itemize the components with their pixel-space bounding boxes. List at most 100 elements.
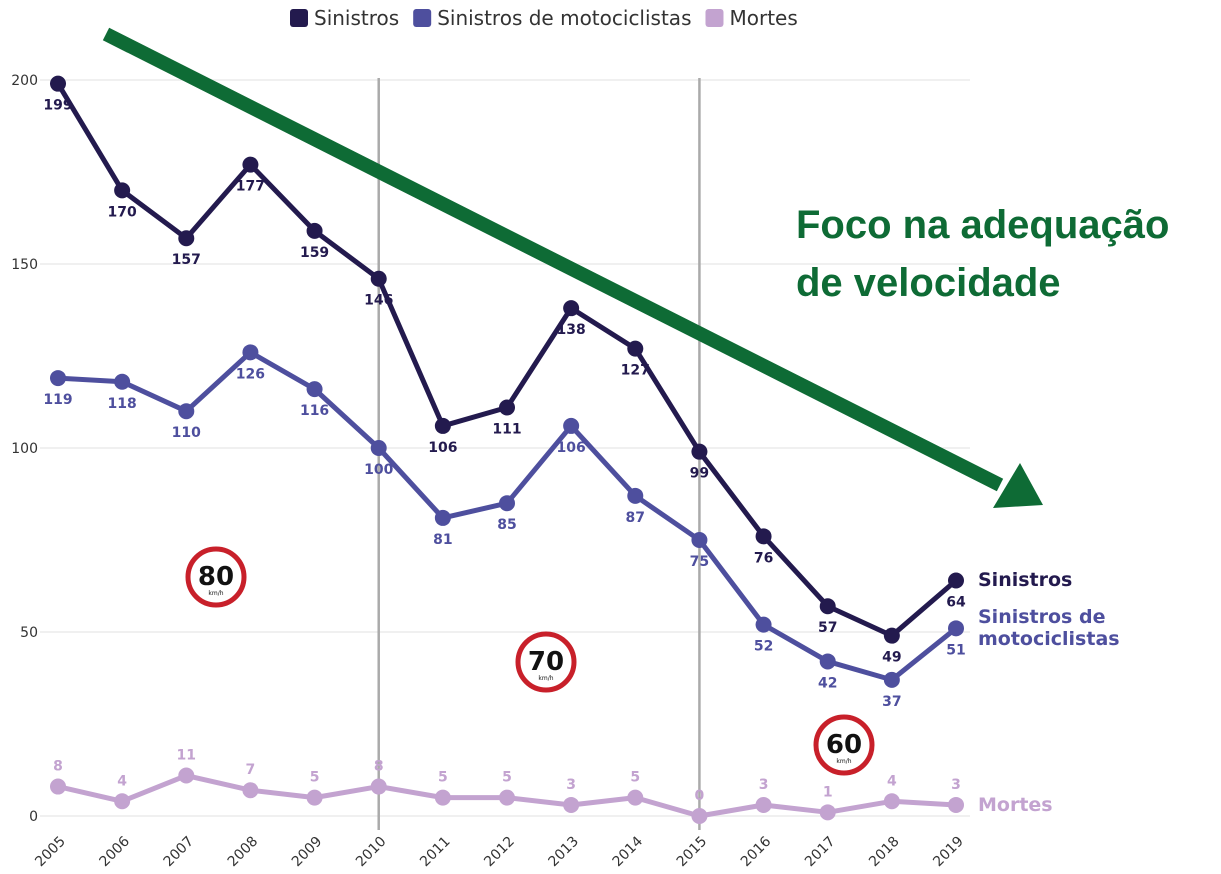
data-point (691, 532, 708, 548)
data-point (178, 230, 195, 247)
data-point (627, 487, 644, 504)
x-tick-label: 2019 (930, 834, 967, 871)
data-point (370, 270, 387, 287)
speed-sign-number: 80 (198, 562, 234, 592)
data-point (50, 75, 66, 92)
data-label: 0 (695, 788, 705, 804)
data-point (178, 403, 195, 420)
data-label: 87 (626, 510, 645, 526)
data-point (114, 373, 131, 390)
data-point (563, 796, 580, 813)
series-end-label: Mortes (978, 793, 1053, 816)
x-tick-label: 2007 (161, 834, 198, 871)
data-label: 3 (951, 777, 961, 793)
data-label: 5 (502, 770, 512, 786)
x-tick-label: 2016 (738, 833, 775, 870)
data-label: 5 (630, 770, 640, 786)
legend-label: Sinistros (314, 6, 399, 30)
data-label: 4 (887, 773, 897, 789)
annotation: Foco na adequação de velocidade (796, 203, 1170, 305)
trend-arrow (102, 27, 1004, 492)
data-label: 57 (818, 620, 837, 636)
data-label: 170 (108, 204, 137, 220)
data-label: 76 (754, 550, 773, 566)
data-label: 106 (557, 440, 586, 456)
data-label: 8 (374, 759, 384, 775)
data-point (755, 796, 772, 813)
data-point (434, 789, 451, 806)
data-point (499, 399, 515, 416)
data-point (883, 793, 900, 810)
data-label: 100 (364, 462, 393, 478)
data-point (50, 370, 66, 387)
data-point (434, 509, 451, 526)
data-label: 81 (433, 532, 452, 548)
legend-swatch (290, 9, 308, 27)
x-tick-label: 2013 (545, 834, 582, 871)
data-point (178, 767, 195, 784)
data-label: 75 (690, 554, 709, 570)
data-point (499, 789, 515, 806)
x-tick-label: 2011 (417, 834, 454, 871)
data-point (948, 796, 964, 813)
data-label: 1 (823, 784, 833, 800)
data-label: 4 (117, 773, 127, 789)
data-point (819, 598, 836, 615)
data-label: 49 (882, 650, 901, 666)
data-point (819, 653, 836, 670)
data-label: 126 (236, 366, 265, 382)
data-point (434, 417, 451, 434)
data-label: 110 (172, 425, 201, 441)
speed-sign-number: 70 (528, 647, 564, 677)
data-point (306, 381, 323, 398)
data-label: 111 (492, 422, 521, 438)
data-label: 51 (946, 642, 965, 658)
data-point (563, 300, 580, 317)
x-tick-label: 2005 (32, 834, 69, 871)
data-point (306, 789, 323, 806)
speed-sign-unit: km/h (836, 758, 851, 765)
data-point (819, 804, 836, 821)
series-line (55, 82, 958, 639)
data-point (306, 222, 323, 239)
speed-sign-unit: km/h (538, 675, 553, 682)
data-point (627, 789, 644, 806)
x-tick-label: 2014 (610, 833, 647, 870)
series-end-label: Sinistros de motociclistas (978, 606, 1120, 651)
data-label: 159 (300, 245, 329, 261)
data-point (691, 443, 708, 460)
data-point (883, 627, 900, 644)
data-label: 99 (690, 466, 709, 482)
data-label: 7 (246, 762, 256, 778)
data-point (948, 620, 964, 637)
data-label: 116 (300, 403, 329, 419)
data-point (948, 572, 964, 589)
speed-sign-number: 60 (826, 730, 862, 760)
x-tick-label: 2012 (481, 834, 518, 871)
trend-arrow-head (993, 463, 1043, 508)
data-label: 146 (364, 293, 393, 309)
speed-sign (813, 714, 875, 776)
legend-swatch (705, 9, 724, 27)
data-label: 127 (621, 363, 650, 379)
data-point (370, 778, 387, 795)
data-point (755, 616, 772, 633)
data-label: 138 (557, 322, 586, 338)
data-point (627, 340, 644, 357)
y-tick-label: 50 (20, 625, 38, 641)
x-tick-label: 2015 (674, 834, 711, 871)
data-point (242, 782, 259, 799)
data-label: 199 (43, 98, 72, 114)
speed-sign-unit: km/h (208, 590, 223, 597)
data-label: 118 (108, 396, 137, 412)
y-tick-label: 100 (11, 441, 38, 457)
data-point (499, 495, 515, 512)
data-point (563, 417, 580, 434)
y-tick-label: 0 (29, 809, 38, 825)
data-label: 52 (754, 639, 773, 655)
data-point (114, 182, 131, 199)
data-point (242, 344, 259, 361)
data-label: 177 (236, 179, 265, 195)
series-end-label: Sinistros (978, 569, 1073, 592)
